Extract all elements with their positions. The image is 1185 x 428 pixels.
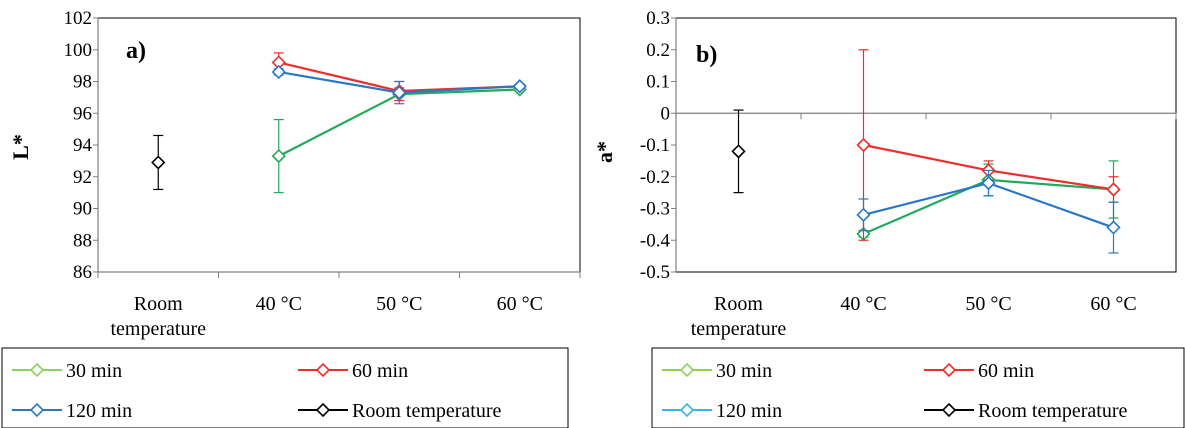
series-room-temperature (151, 134, 166, 191)
y-tick-label: 102 (64, 8, 93, 29)
y-tick-label: 98 (73, 72, 92, 93)
legend-marker (315, 362, 331, 378)
panel-label: a) (126, 38, 146, 64)
x-tick-label: Room temperature (111, 293, 207, 340)
y-tick-label: -0.4 (640, 230, 671, 251)
legend-entry: 120 min (662, 400, 782, 422)
data-point-marker (512, 79, 527, 94)
legend-marker (679, 362, 695, 378)
plot-frame (675, 17, 1177, 273)
data-point-marker (1106, 220, 1121, 235)
legend-label: Room temperature (352, 400, 502, 422)
x-tick-label: 50 °C (376, 293, 422, 315)
legend-entry: 120 min (12, 400, 132, 422)
legend-a: 30 min 60 min 120 min Room temperature (1, 347, 569, 428)
y-tick-label: 0 (661, 103, 671, 124)
y-tick-label: 88 (73, 230, 92, 251)
x-tick-label-line: 60 °C (1090, 293, 1136, 315)
x-tick-label-line: 40 °C (256, 293, 302, 315)
x-tick-label-line: temperature (691, 318, 787, 340)
data-point-marker (981, 175, 996, 191)
x-tick-label: 60 °C (497, 293, 543, 315)
y-tick-label: -0.5 (640, 262, 670, 283)
legend-frame (1, 347, 569, 428)
x-tick-label: 50 °C (965, 293, 1011, 315)
chart-panel-a: 86 88 90 92 94 96 98 100 102 Room temperature 40 °C… (8, 8, 581, 340)
legend-label: 60 min (978, 360, 1034, 382)
data-point-marker (151, 155, 166, 170)
x-tick-label: 60 °C (1090, 293, 1136, 315)
y-tick-label: 94 (73, 135, 93, 156)
legend-marker (941, 402, 957, 418)
x-tick-label-line: 50 °C (965, 293, 1011, 315)
legend-marker (315, 402, 331, 418)
y-tick-label: 0.1 (646, 72, 670, 93)
y-tick-label: 96 (73, 103, 92, 124)
x-tick-label-line: 40 °C (840, 293, 886, 315)
series-120-min (856, 169, 1121, 254)
data-point-marker (392, 85, 407, 100)
data-point-marker (856, 207, 871, 222)
legend-frame (651, 347, 1185, 428)
chart-panel-b: -0.5 -0.4 -0.3 -0.2 -0.1 0 0.1 0.2 0.3 Room temper… (592, 8, 1177, 340)
y-tick-label: -0.3 (640, 199, 670, 220)
legend-entry: Room temperature (298, 400, 502, 422)
x-tick-label: Room temperature (691, 293, 787, 340)
data-point-marker (731, 144, 746, 159)
legend-entry: 60 min (924, 360, 1034, 382)
legend-marker (29, 402, 45, 418)
y-tick-label: 90 (73, 199, 92, 220)
legend-label: 120 min (66, 400, 132, 422)
plot-frame (97, 17, 581, 273)
x-tick-label-line: Room (134, 293, 183, 315)
x-tick-label-line: 60 °C (497, 293, 543, 315)
legend-b: 30 min 60 min 120 min Room temperature (651, 347, 1185, 428)
legend-label: 30 min (66, 360, 122, 382)
x-tick-label-line: temperature (111, 318, 207, 340)
data-point-marker (1106, 182, 1121, 197)
panel-label: b) (696, 42, 717, 68)
legend-marker (679, 402, 695, 418)
legend-entry: 60 min (298, 360, 408, 382)
x-tick-label-line: Room (714, 293, 763, 315)
series-120-min (271, 64, 527, 105)
series-60-min (856, 49, 1121, 241)
y-tick-label: 0.3 (646, 8, 670, 29)
y-axis-title: L* (8, 134, 33, 160)
data-point-marker (856, 137, 871, 153)
y-tick-label: -0.1 (640, 135, 670, 156)
x-tick-label: 40 °C (256, 293, 302, 315)
legend-entry: 30 min (662, 360, 772, 382)
y-tick-label: 86 (73, 262, 92, 283)
legend-entry: Room temperature (924, 400, 1128, 422)
legend-label: 120 min (716, 400, 782, 422)
x-tick-label-line: 50 °C (376, 293, 422, 315)
y-tick-label: 0.2 (646, 40, 670, 61)
y-axis-title: a* (592, 141, 617, 163)
data-point-marker (271, 148, 286, 164)
data-point-marker (271, 64, 286, 80)
legend-label: 60 min (352, 360, 408, 382)
legend-marker (941, 362, 957, 378)
legend-marker (29, 362, 45, 378)
y-tick-label: -0.2 (640, 167, 670, 188)
series-room-temperature (731, 109, 746, 194)
x-tick-label: 40 °C (840, 293, 886, 315)
legend-label: 30 min (716, 360, 772, 382)
y-tick-label: 100 (64, 40, 93, 61)
legend-label: Room temperature (978, 400, 1128, 422)
legend-entry: 30 min (12, 360, 122, 382)
y-tick-label: 92 (73, 167, 92, 188)
